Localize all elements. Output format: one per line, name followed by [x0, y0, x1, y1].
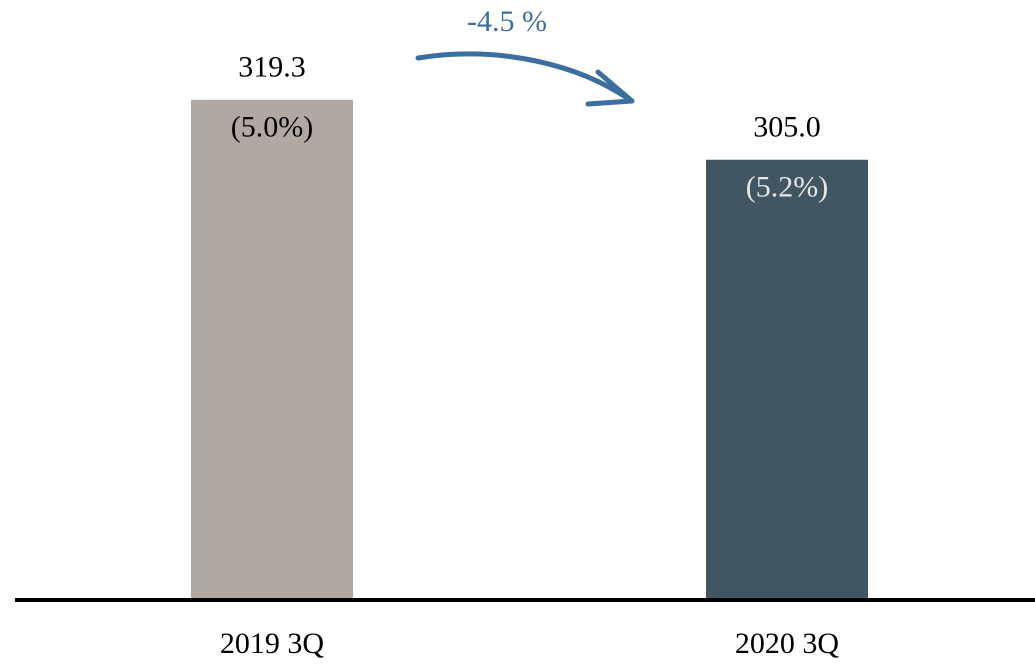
- bar: [706, 159, 868, 600]
- change-arrow-head: [585, 69, 635, 107]
- share-label: (5.2%): [746, 171, 828, 204]
- bar: [191, 99, 353, 600]
- change-annotation: -4.5 %: [467, 5, 547, 38]
- value-label: 319.3: [238, 51, 306, 84]
- value-label: 305.0: [753, 111, 821, 144]
- x-tick-label: 2019 3Q: [220, 627, 325, 660]
- x-tick-label: 2020 3Q: [735, 627, 840, 660]
- change-arrow: [415, 51, 633, 103]
- share-label: (5.0%): [231, 111, 313, 144]
